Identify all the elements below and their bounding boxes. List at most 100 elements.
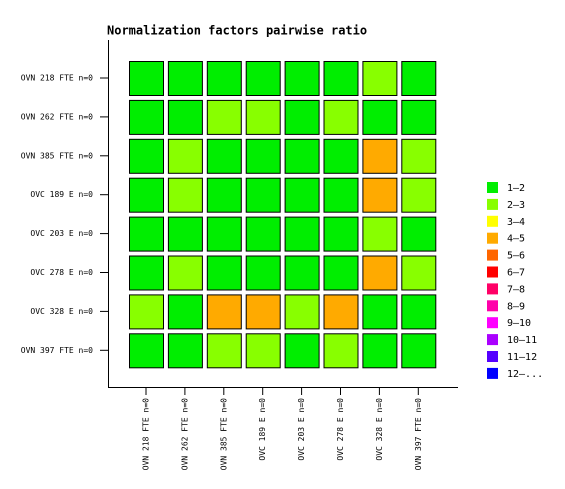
heatmap-cell (323, 177, 359, 213)
heatmap-cell (323, 333, 359, 369)
x-tick-label: OVC 203 E n=0 (297, 398, 306, 461)
heatmap-cell (284, 61, 320, 96)
heatmap-cell (401, 61, 437, 96)
legend-swatch (487, 215, 498, 227)
heatmap-cell (284, 216, 320, 252)
heatmap-cell (129, 255, 164, 291)
legend-label: 8–9 (507, 301, 525, 312)
legend-label: 12–... (507, 369, 543, 380)
legend-swatch (487, 317, 498, 329)
legend-label: 3–4 (507, 217, 525, 228)
heatmap-cell (284, 99, 320, 135)
heatmap-cell (129, 333, 164, 369)
x-tick-label: OVN 262 FTE n=0 (180, 398, 189, 470)
heatmap-cell (401, 177, 437, 213)
legend-swatch (487, 182, 498, 193)
heatmap-cell (284, 177, 320, 213)
heatmap-cell (323, 138, 359, 174)
x-tick-label: OVC 278 E n=0 (336, 398, 345, 461)
heatmap-cell (362, 138, 398, 174)
heatmap-cell (245, 255, 281, 291)
y-tick-label: OVN 385 FTE n=0 (21, 151, 93, 160)
y-tick-label: OVN 218 FTE n=0 (21, 74, 93, 83)
heatmap-cell (129, 177, 164, 213)
heatmap-cell (167, 61, 203, 96)
heatmap-cell (245, 99, 281, 135)
heatmap-cell (323, 216, 359, 252)
heatmap-cell (284, 294, 320, 330)
heatmap-cell (401, 255, 437, 291)
y-tick-label: OVC 328 E n=0 (30, 307, 93, 316)
heatmap-cell (245, 294, 281, 330)
legend-label: 2–3 (507, 200, 525, 211)
legend-label: 9–10 (507, 318, 531, 329)
y-tick-label: OVC 189 E n=0 (30, 190, 93, 199)
legend-swatch (487, 266, 498, 278)
heatmap-cell (401, 294, 437, 330)
heatmap-cell (167, 99, 203, 135)
heatmap-cell (167, 216, 203, 252)
heatmap-cell (323, 294, 359, 330)
heatmap-cell (129, 61, 164, 96)
heatmap-cell (206, 255, 242, 291)
legend-label: 4–5 (507, 234, 525, 245)
heatmap-cell (323, 99, 359, 135)
heatmap-cell (323, 255, 359, 291)
x-tick-label: OVC 189 E n=0 (258, 398, 267, 461)
heatmap-cell (284, 138, 320, 174)
heatmap-cell (206, 99, 242, 135)
legend-swatch (487, 351, 498, 362)
heatmap-cell (401, 138, 437, 174)
legend-swatch (487, 249, 498, 261)
x-tick-label: OVC 328 E n=0 (375, 398, 384, 461)
heatmap-cell (245, 61, 281, 96)
legend-label: 11–12 (507, 352, 537, 363)
heatmap-cell (245, 177, 281, 213)
legend-swatch (487, 283, 498, 295)
legend-swatch (487, 367, 498, 379)
legend-label: 5–6 (507, 251, 525, 262)
heatmap-cell (206, 216, 242, 252)
heatmap-cell (206, 177, 242, 213)
legend-swatch (487, 232, 498, 244)
x-tick-label: OVN 397 FTE n=0 (414, 398, 423, 470)
legend-swatch (487, 198, 498, 210)
y-tick-label: OVN 262 FTE n=0 (21, 112, 93, 121)
heatmap-cell (167, 294, 203, 330)
heatmap-cell (206, 61, 242, 96)
heatmap-cell (362, 255, 398, 291)
x-tick-label: OVN 218 FTE n=0 (142, 398, 151, 470)
heatmap-cell (245, 216, 281, 252)
heatmap-cell (401, 333, 437, 369)
heatmap-cell (167, 255, 203, 291)
heatmap-cell (284, 255, 320, 291)
chart-title: Normalization factors pairwise ratio (107, 24, 367, 38)
legend-swatch (487, 300, 498, 312)
y-tick-label: OVC 203 E n=0 (30, 229, 93, 238)
legend-label: 10–11 (507, 335, 537, 346)
heatmap-cell (206, 333, 242, 369)
legend-label: 7–8 (507, 284, 525, 295)
legend-swatch (487, 334, 498, 346)
heatmap-cell (323, 61, 359, 96)
heatmap-cell (167, 138, 203, 174)
heatmap-cell (362, 333, 398, 369)
heatmap-cell (362, 61, 398, 96)
heatmap-cell (245, 333, 281, 369)
heatmap-cell (401, 216, 437, 252)
heatmap-cell (167, 177, 203, 213)
y-tick-label: OVN 397 FTE n=0 (21, 346, 93, 355)
heatmap-cell (129, 138, 164, 174)
heatmap-cell (362, 216, 398, 252)
heatmap-cell (167, 333, 203, 369)
x-tick-label: OVN 385 FTE n=0 (219, 398, 228, 470)
heatmap-cell (245, 138, 281, 174)
heatmap-cell (129, 99, 164, 135)
heatmap-cell (206, 138, 242, 174)
heatmap-cell (362, 177, 398, 213)
heatmap-cell (284, 333, 320, 369)
heatmap-cell (129, 294, 164, 330)
heatmap-cell (401, 99, 437, 135)
legend-label: 1–2 (507, 183, 525, 194)
